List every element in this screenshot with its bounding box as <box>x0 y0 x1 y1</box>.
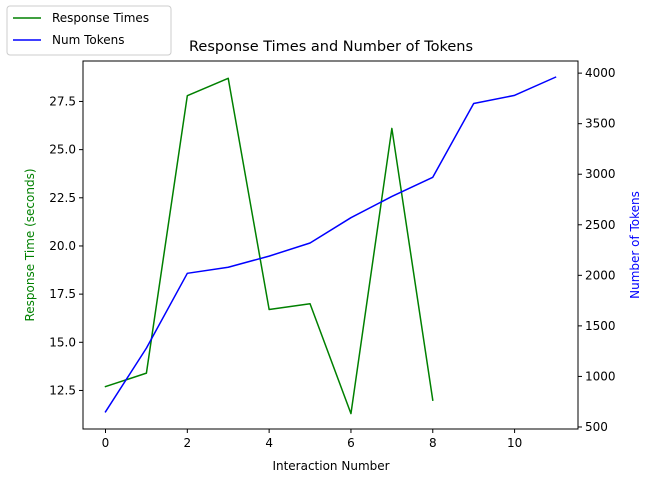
legend: Response Times Num Tokens <box>6 5 172 56</box>
y-right-tick-label: 500 <box>585 420 608 434</box>
series-line-num-tokens <box>104 76 557 413</box>
y-left-tick-label: 15.0 <box>49 335 76 349</box>
y-left-tick-label: 27.5 <box>49 94 76 108</box>
y-left-tick-label: 25.0 <box>49 143 76 157</box>
x-tick-label: 0 <box>102 436 110 450</box>
x-tick-label: 4 <box>265 436 273 450</box>
axes-frame <box>82 60 579 430</box>
y-axis-right-title: Number of Tokens <box>628 191 642 299</box>
y-left-tick-label: 22.5 <box>49 191 76 205</box>
x-tick-label: 2 <box>183 436 191 450</box>
y-right-tick-label: 1000 <box>585 369 616 383</box>
y-right-tick-label: 2500 <box>585 218 616 232</box>
y-right-tick-label: 2000 <box>585 268 616 282</box>
x-tick-label: 6 <box>347 436 355 450</box>
series-layer <box>104 76 557 415</box>
y-left-tick-label: 17.5 <box>49 287 76 301</box>
y-right-tick-label: 4000 <box>585 66 616 80</box>
x-tick-label: 10 <box>507 436 522 450</box>
y-right-tick-label: 1500 <box>585 319 616 333</box>
y-left-tick-label: 12.5 <box>49 383 76 397</box>
legend-label-response-times: Response Times <box>52 11 149 25</box>
plot-area <box>83 61 578 429</box>
legend-frame <box>6 5 172 56</box>
y-right-tick-label: 3000 <box>585 167 616 181</box>
y-left-tick-label: 20.0 <box>49 239 76 253</box>
y-right-tick-label: 3500 <box>585 117 616 131</box>
x-tick-label: 8 <box>429 436 437 450</box>
x-axis-title: Interaction Number <box>272 459 389 473</box>
legend-label-num-tokens: Num Tokens <box>52 33 124 47</box>
plot-background <box>83 61 578 429</box>
chart-title: Response Times and Number of Tokens <box>189 39 473 55</box>
y-axis-left-title: Response Time (seconds) <box>23 168 37 321</box>
axes-layer: 0 2 4 6 8 10 12.5 15.0 17.5 20.0 22.5 25.0 27.5 500 10… <box>49 60 616 450</box>
